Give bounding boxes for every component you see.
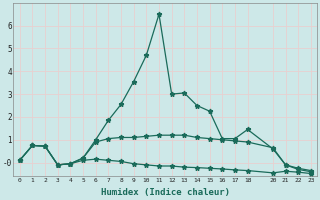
X-axis label: Humidex (Indice chaleur): Humidex (Indice chaleur) (101, 188, 230, 197)
